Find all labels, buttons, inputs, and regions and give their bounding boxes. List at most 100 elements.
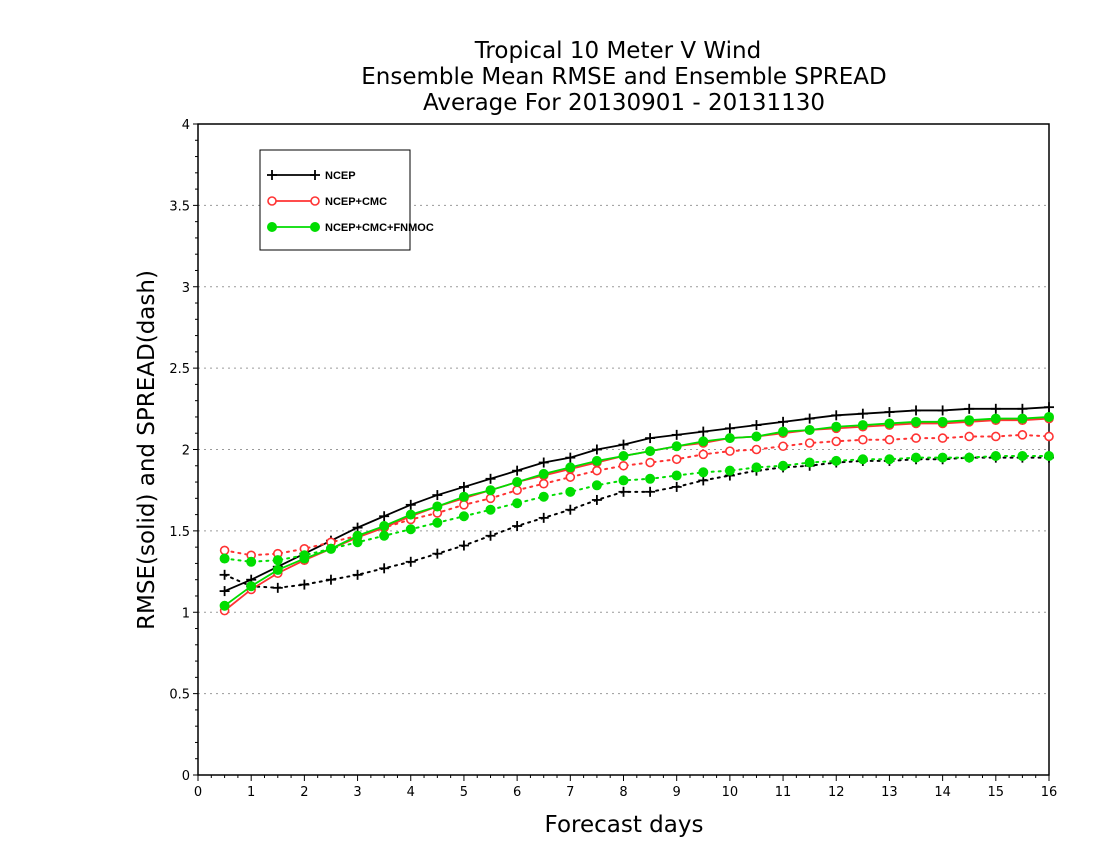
y-tick-label: 1.5 (169, 525, 190, 540)
point-ncep-rmse (645, 433, 656, 444)
x-tick-label: 9 (673, 785, 681, 800)
point-ncep-cmc-fnmoc-rmse (432, 501, 443, 512)
point-ncep-spread (272, 582, 283, 593)
legend-label-ncep-cmc: NCEP+CMC (325, 196, 387, 208)
point-ncep-rmse (405, 499, 416, 510)
point-ncep-cmc-spread (937, 433, 948, 443)
point-ncep-cmc-spread (459, 500, 469, 510)
point-ncep-cmc-fnmoc-spread (831, 455, 842, 466)
x-tick-label: 13 (881, 785, 898, 800)
x-axis-title: Forecast days (545, 812, 704, 838)
point-ncep-cmc-fnmoc-rmse (911, 416, 922, 427)
point-ncep-cmc-fnmoc-rmse (671, 441, 682, 452)
point-ncep-rmse (379, 511, 390, 522)
point-ncep-cmc-fnmoc-rmse (1044, 411, 1054, 422)
y-tick-label: 3.5 (169, 199, 190, 214)
x-tick-label: 10 (722, 785, 739, 800)
legend-label-ncep-cmc-fnmoc: NCEP+CMC+FNMOC (325, 222, 434, 234)
series-ncep-rmse-line (224, 406, 1050, 592)
point-ncep-spread (618, 486, 629, 497)
point-ncep-cmc-fnmoc-spread (272, 555, 283, 566)
legend-marker-ncep (310, 170, 320, 180)
point-ncep-cmc-fnmoc-spread (698, 467, 709, 478)
point-ncep-cmc-spread (884, 434, 895, 445)
point-ncep-rmse (911, 405, 922, 416)
point-ncep-rmse (884, 407, 895, 418)
point-ncep-rmse (485, 473, 496, 484)
point-ncep-cmc-fnmoc-rmse (724, 433, 735, 444)
point-ncep-cmc-fnmoc-rmse (1017, 413, 1028, 424)
point-ncep-cmc-fnmoc-spread (379, 530, 390, 541)
x-tick-label: 14 (934, 785, 951, 800)
point-ncep-rmse (804, 413, 815, 424)
y-axis-title: RMSE(solid) and SPREAD(dash) (134, 270, 160, 630)
point-ncep-cmc-fnmoc-spread (219, 553, 230, 564)
point-ncep-cmc-spread (698, 449, 709, 460)
point-ncep-cmc-fnmoc-spread (618, 475, 629, 486)
point-ncep-rmse (219, 586, 230, 597)
point-ncep-cmc-fnmoc-rmse (831, 421, 842, 432)
y-tick-label: 0 (182, 769, 190, 784)
point-ncep-cmc-spread (485, 493, 496, 504)
point-ncep-cmc-fnmoc-spread (964, 452, 975, 463)
point-ncep-cmc-fnmoc-rmse (857, 420, 868, 431)
point-ncep-cmc-spread (1044, 431, 1054, 442)
point-ncep-spread (299, 579, 310, 590)
point-ncep-spread (432, 548, 443, 559)
y-tick-label: 2.5 (169, 362, 190, 377)
point-ncep-rmse (937, 405, 948, 416)
point-ncep-rmse (698, 426, 709, 437)
point-ncep-cmc-spread (831, 436, 842, 447)
point-ncep-cmc-fnmoc-rmse (804, 424, 815, 435)
point-ncep-cmc-spread (645, 457, 655, 468)
point-ncep-cmc-fnmoc-spread (246, 556, 257, 567)
point-ncep-cmc-fnmoc-spread (778, 460, 789, 471)
gridlines (198, 204, 1049, 695)
point-ncep-cmc-fnmoc-spread (512, 498, 523, 509)
point-ncep-spread (405, 556, 416, 567)
point-ncep-cmc-fnmoc-spread (937, 452, 948, 463)
point-ncep-cmc-fnmoc-rmse (246, 581, 257, 592)
point-ncep-rmse (458, 481, 469, 492)
point-ncep-cmc-fnmoc-rmse (458, 491, 469, 502)
legend-marker-ncep-cmc-fnmoc (267, 222, 277, 232)
point-ncep-rmse (432, 490, 443, 501)
point-ncep-cmc-fnmoc-rmse (698, 436, 709, 447)
point-ncep-spread (538, 512, 549, 523)
point-ncep-cmc-spread (618, 460, 629, 471)
point-ncep-spread (645, 486, 656, 497)
point-ncep-cmc-spread (1017, 430, 1028, 440)
x-tick-label: 1 (247, 785, 255, 800)
point-ncep-rmse (1017, 403, 1028, 414)
point-ncep-cmc-spread (804, 438, 815, 448)
axes: 00.511.522.533.540 1 2 3 4 5 6 7 8 9 10 11 12 13 14 15 1… (169, 118, 1057, 800)
point-ncep-cmc-fnmoc-rmse (538, 468, 549, 479)
point-ncep-rmse (591, 444, 602, 455)
point-ncep-rmse (964, 403, 975, 414)
point-ncep-cmc-fnmoc-rmse (937, 416, 948, 427)
point-ncep-cmc-fnmoc-rmse (591, 455, 602, 466)
point-ncep-cmc-fnmoc-spread (432, 517, 443, 528)
point-ncep-cmc-spread (219, 545, 230, 556)
point-ncep-cmc-fnmoc-spread (591, 480, 602, 491)
y-tick-label: 3 (182, 281, 190, 296)
point-ncep-cmc-fnmoc-spread (458, 511, 469, 522)
point-ncep-cmc-fnmoc-rmse (272, 564, 283, 575)
point-ncep-cmc-spread (565, 472, 576, 482)
point-ncep-rmse (618, 439, 629, 450)
series-ncep-cmc-rmse-line (224, 417, 1050, 612)
point-ncep-cmc-fnmoc-rmse (512, 477, 523, 488)
point-ncep-cmc-spread (778, 441, 788, 452)
legend-box (259, 149, 411, 251)
point-ncep-cmc-fnmoc-rmse (405, 509, 416, 520)
point-ncep-cmc-spread (512, 485, 522, 495)
point-ncep-cmc-fnmoc-rmse (219, 600, 230, 611)
point-ncep-cmc-fnmoc-spread (538, 491, 549, 502)
point-ncep-rmse (1044, 402, 1054, 413)
point-ncep-cmc-fnmoc-rmse (645, 446, 656, 457)
x-tick-label: 4 (407, 785, 415, 800)
legend-label-ncep: NCEP (325, 170, 356, 182)
point-ncep-cmc-fnmoc-spread (804, 457, 815, 468)
point-ncep-cmc-fnmoc-spread (884, 454, 895, 465)
